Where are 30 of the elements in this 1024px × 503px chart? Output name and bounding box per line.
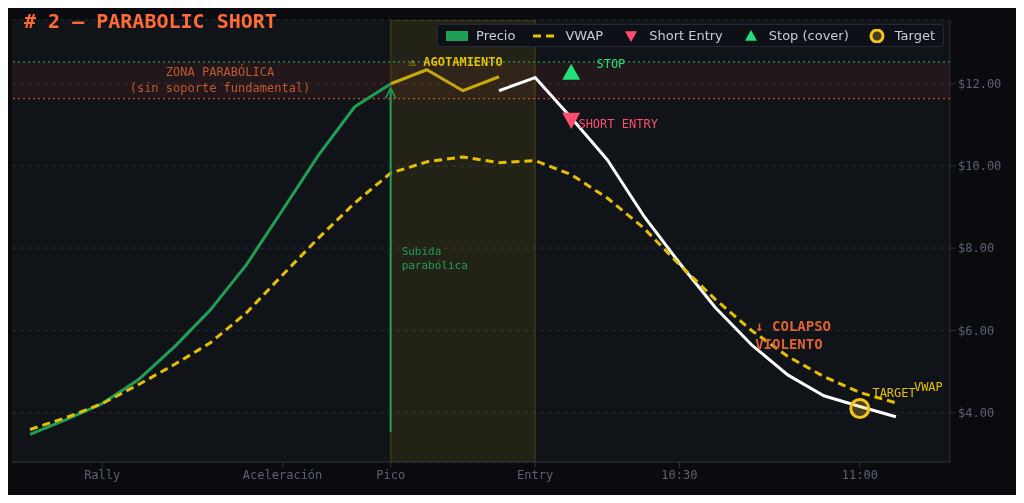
point bbox=[562, 112, 581, 129]
x-tick-label: Pico bbox=[376, 467, 406, 482]
legend-label: Short Entry bbox=[649, 28, 723, 43]
legend-label: Target bbox=[894, 28, 935, 43]
annotation: SHORT ENTRY bbox=[578, 116, 659, 131]
x-tick-label: Entry bbox=[517, 467, 554, 482]
band-label: ZONA PARABÓLICA (sin soporte fundamental) bbox=[129, 63, 311, 95]
x-tick-label: Aceleración bbox=[242, 467, 323, 482]
line-series bbox=[389, 68, 501, 93]
legend-label: Precio bbox=[476, 28, 516, 43]
y-tick-label: $6.00 bbox=[958, 323, 995, 338]
annotation: VWAP bbox=[913, 379, 943, 394]
y-tick-label: $10.00 bbox=[958, 159, 1002, 174]
line-series bbox=[28, 82, 393, 436]
point bbox=[562, 63, 581, 80]
annotation: ↓ COLAPSO VIOLENTO bbox=[755, 318, 832, 353]
x-tick-label: 10:30 bbox=[661, 467, 698, 482]
annotation: Subida parabólica bbox=[401, 245, 468, 273]
legend-label: VWAP bbox=[565, 28, 604, 43]
y-tick-label: $4.00 bbox=[958, 405, 995, 420]
chart-title: # 2 — PARABOLIC SHORT bbox=[24, 9, 277, 33]
legend-label: Stop (cover) bbox=[768, 28, 849, 43]
annotation: ⚠ AGOTAMIENTO bbox=[408, 54, 503, 69]
y-tick-label: $12.00 bbox=[958, 76, 1002, 91]
y-tick-label: $8.00 bbox=[958, 241, 995, 256]
point bbox=[849, 398, 871, 420]
annotation: TARGET bbox=[872, 385, 916, 400]
x-tick-label: Rally bbox=[84, 467, 121, 482]
x-tick-label: 11:00 bbox=[841, 467, 878, 482]
annotation: STOP bbox=[596, 56, 626, 71]
